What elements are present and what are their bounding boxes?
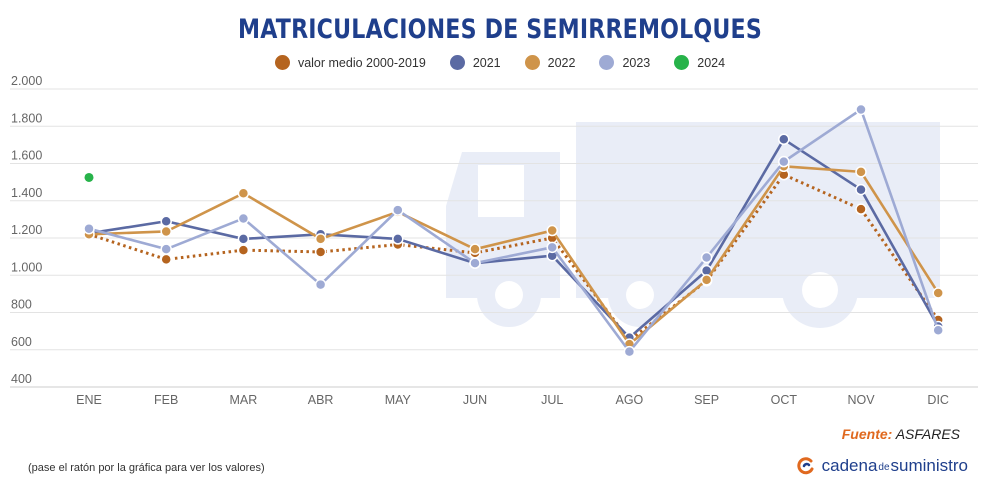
y-tick-label: 800 — [11, 298, 32, 312]
legend-swatch — [449, 55, 465, 70]
data-point-2021 — [237, 233, 250, 245]
legend-item[interactable]: 2023 — [599, 55, 650, 70]
data-point-2021 — [855, 183, 867, 196]
watermark-window — [478, 165, 524, 217]
data-point-2023 — [700, 251, 713, 264]
legend-item[interactable]: 2024 — [674, 55, 725, 70]
x-tick-label: SEP — [694, 393, 719, 407]
truck-watermark — [446, 122, 940, 328]
y-tick-label: 2.000 — [11, 74, 42, 88]
chart-legend: valor medio 2000-2019 2021 2022 2023 2024 — [0, 55, 1000, 70]
data-point-2022 — [700, 274, 713, 286]
brand-text-c: suministro — [890, 456, 968, 475]
legend-label: 2023 — [622, 55, 651, 70]
legend-label: 2021 — [472, 55, 501, 70]
data-point-2022 — [314, 233, 327, 245]
data-point-2023 — [469, 257, 481, 269]
y-tick-label: 1.800 — [11, 111, 42, 125]
data-point-2023 — [778, 155, 790, 168]
watermark-hub-front — [495, 281, 523, 309]
data-point-2023 — [160, 243, 172, 255]
x-tick-label: ENE — [76, 393, 102, 407]
legend-swatch — [274, 55, 290, 70]
hover-hint: (pase el ratón por la gráfica para ver l… — [28, 462, 265, 474]
legend-label: valor medio 2000-2019 — [297, 55, 426, 70]
brand-logo[interactable]: cadena de suministro — [796, 456, 968, 476]
chart-title: MATRICULACIONES DE SEMIRREMOLQUES — [238, 14, 762, 45]
y-tick-label: 600 — [11, 335, 32, 349]
series-line-2022 — [88, 164, 940, 346]
y-tick-label: 1.400 — [11, 186, 42, 200]
x-tick-label: AGO — [616, 393, 644, 407]
data-point-valor-medio-2000-2019 — [314, 246, 327, 258]
x-tick-label: JUN — [463, 393, 487, 407]
legend-label: 2022 — [547, 55, 576, 70]
brand-text-a: cadena — [821, 456, 878, 475]
series-line-valor-medio-2000-2019 — [88, 173, 940, 342]
data-point-2023 — [546, 241, 558, 254]
x-tick-label: DIC — [927, 393, 949, 407]
data-point-2023 — [855, 103, 867, 116]
data-point-2022 — [855, 166, 867, 178]
y-tick-label: 1.200 — [11, 223, 42, 237]
x-tick-label: OCT — [771, 393, 798, 407]
source-label: Fuente: — [841, 426, 893, 442]
watermark-hub-middle — [626, 281, 654, 309]
y-tick-label: 1.000 — [11, 260, 42, 274]
source-credit: Fuente: ASFARES — [842, 426, 960, 442]
data-point-valor-medio-2000-2019 — [855, 203, 867, 215]
data-point-2023 — [932, 324, 944, 336]
series-line-2023 — [88, 108, 940, 353]
data-point-2023 — [237, 212, 250, 225]
brand-icon — [796, 457, 814, 475]
data-point-2022 — [237, 187, 250, 200]
data-point-valor-medio-2000-2019 — [237, 244, 250, 256]
legend-swatch — [599, 55, 615, 70]
legend-item[interactable]: valor medio 2000-2019 — [274, 55, 426, 70]
x-tick-label: JUL — [541, 393, 563, 407]
data-point-2024 — [84, 172, 94, 182]
watermark-hub-rear — [802, 272, 838, 308]
data-point-2023 — [83, 222, 95, 235]
legend-item[interactable]: 2021 — [449, 55, 501, 70]
data-point-2023 — [392, 204, 404, 216]
data-point-2022 — [469, 243, 481, 255]
x-tick-label: MAY — [385, 393, 412, 407]
data-point-2021 — [392, 233, 404, 245]
x-tick-label: NOV — [847, 393, 875, 407]
data-point-valor-medio-2000-2019 — [160, 253, 172, 266]
x-tick-label: ABR — [308, 393, 334, 407]
x-tick-label: MAR — [230, 393, 258, 407]
data-point-2022 — [546, 224, 558, 237]
data-point-2022 — [932, 287, 944, 299]
legend-swatch — [674, 55, 690, 70]
y-tick-label: 400 — [11, 372, 32, 386]
legend-swatch — [524, 55, 540, 70]
data-point-2023 — [623, 345, 636, 358]
legend-label: 2024 — [697, 55, 726, 70]
data-point-2021 — [160, 215, 172, 227]
series-line-2021 — [88, 137, 940, 339]
data-point-2023 — [314, 278, 327, 291]
y-tick-label: 1.600 — [11, 149, 42, 163]
data-point-2021 — [778, 133, 790, 146]
data-point-2022 — [160, 225, 172, 238]
legend-item[interactable]: 2022 — [524, 55, 576, 70]
x-tick-label: FEB — [154, 393, 178, 407]
brand-text-b: de — [878, 461, 890, 473]
source-value: ASFARES — [895, 426, 960, 442]
